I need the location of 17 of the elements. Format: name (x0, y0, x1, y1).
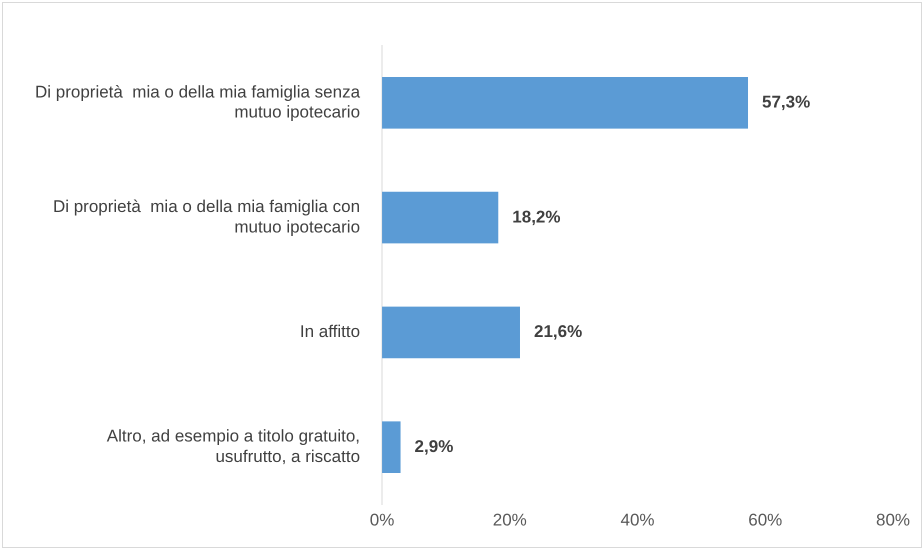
x-tick-label: 20% (492, 510, 527, 530)
x-tick-label: 40% (620, 510, 655, 530)
data-label: 18,2% (512, 207, 560, 226)
data-label: 2,9% (414, 436, 454, 456)
bar (382, 421, 401, 474)
y-tick-label: Altro, ad esempio a titolo gratuito, usufrutto, a riscatto (106, 426, 360, 466)
y-tick-label: In affitto (300, 322, 360, 342)
x-tick-label: 0% (370, 510, 394, 530)
y-tick-label: Di proprietà mia o della mia famiglia con mutuo ipotecario (52, 197, 360, 236)
data-label: 57,3% (762, 92, 810, 112)
bar (382, 76, 748, 129)
x-tick-label: 60% (748, 510, 782, 530)
data-label: 21,6% (534, 322, 582, 342)
bar (382, 192, 498, 244)
x-tick-label: 80% (876, 510, 910, 530)
bar (382, 306, 520, 358)
y-tick-label: Di proprietà mia o della mia famiglia senza mutuo ipotecario (34, 82, 361, 122)
